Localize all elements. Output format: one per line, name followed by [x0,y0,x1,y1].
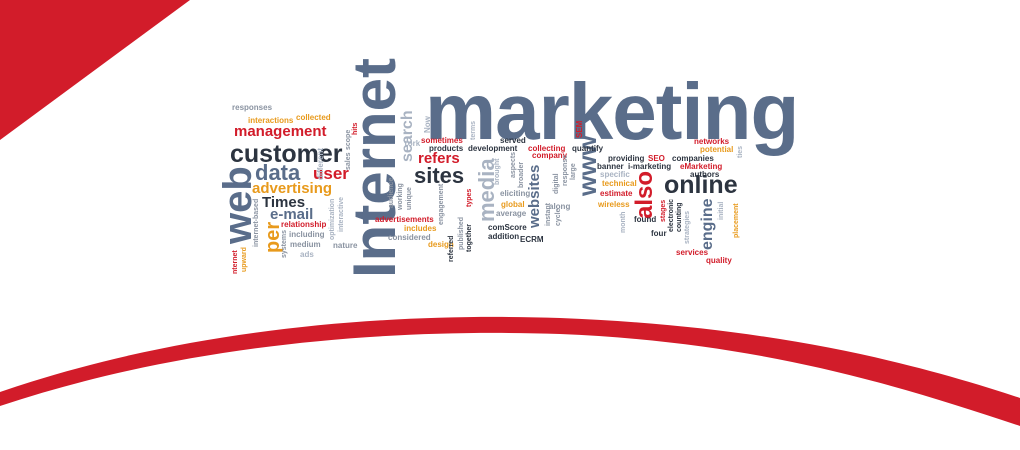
word-advertising: advertising [252,180,333,197]
word-sites: sites [414,163,465,188]
word-imarketing: i-marketing [628,162,672,171]
word-average: average [496,209,527,218]
word-data: data [255,160,301,185]
word-responses: responses [232,103,273,112]
word-served: served [500,136,526,145]
word-relationship: relationship [281,220,327,229]
word-comscore: comScore [488,223,527,232]
word-global: global [501,200,525,209]
word-authors: authors [690,170,720,179]
word-products: products [429,144,464,153]
word-quality: quality [706,256,732,265]
word-along: along [549,202,571,211]
word-user: user [313,164,349,183]
word-specific: specific [600,170,630,179]
word-marketing: marketing [425,67,799,156]
word-management: management [234,123,327,140]
word-providing: providing [608,154,645,163]
word-email: e-mail [270,206,314,223]
word-potential: potential [700,145,734,154]
word-wireless: wireless [598,200,630,209]
word-times: Times [262,194,306,211]
word-seo: SEO [648,154,665,163]
word-advertisements: advertisements [375,215,434,224]
word-nature: nature [333,241,358,250]
word-online: online [664,171,738,199]
word-considered: considered [388,233,431,242]
word-including: including [289,230,325,239]
word-banner: banner [597,162,624,171]
red-corner-shape [0,0,190,140]
word-york: York [403,139,421,148]
word-estimate: estimate [600,189,633,198]
word-four: four [651,229,667,238]
word-medium: medium [290,240,321,249]
word-emarketing: eMarketing [680,162,723,171]
word-sometimes: sometimes [421,136,463,145]
word-companies: companies [672,154,714,163]
word-quantify: quantify [572,144,604,153]
word-eliciting: eliciting [500,189,531,198]
word-customer: customer [230,140,343,168]
word-collecting: collecting [528,144,566,153]
word-addition: addition [488,232,520,241]
word-found: found [634,215,657,224]
word-collected: collected [296,113,331,122]
word-refers: refers [418,150,460,167]
word-ads: ads [300,250,314,259]
word-company: company [532,151,568,160]
word-development: development [468,144,518,153]
word-design: design [428,240,454,249]
word-technical: technical [602,179,637,188]
word-networks: networks [694,137,730,146]
word-services: services [676,248,709,257]
word-interactions: interactions [248,116,294,125]
word-includes: includes [404,224,437,233]
word-ecrm: ECRM [520,235,544,244]
